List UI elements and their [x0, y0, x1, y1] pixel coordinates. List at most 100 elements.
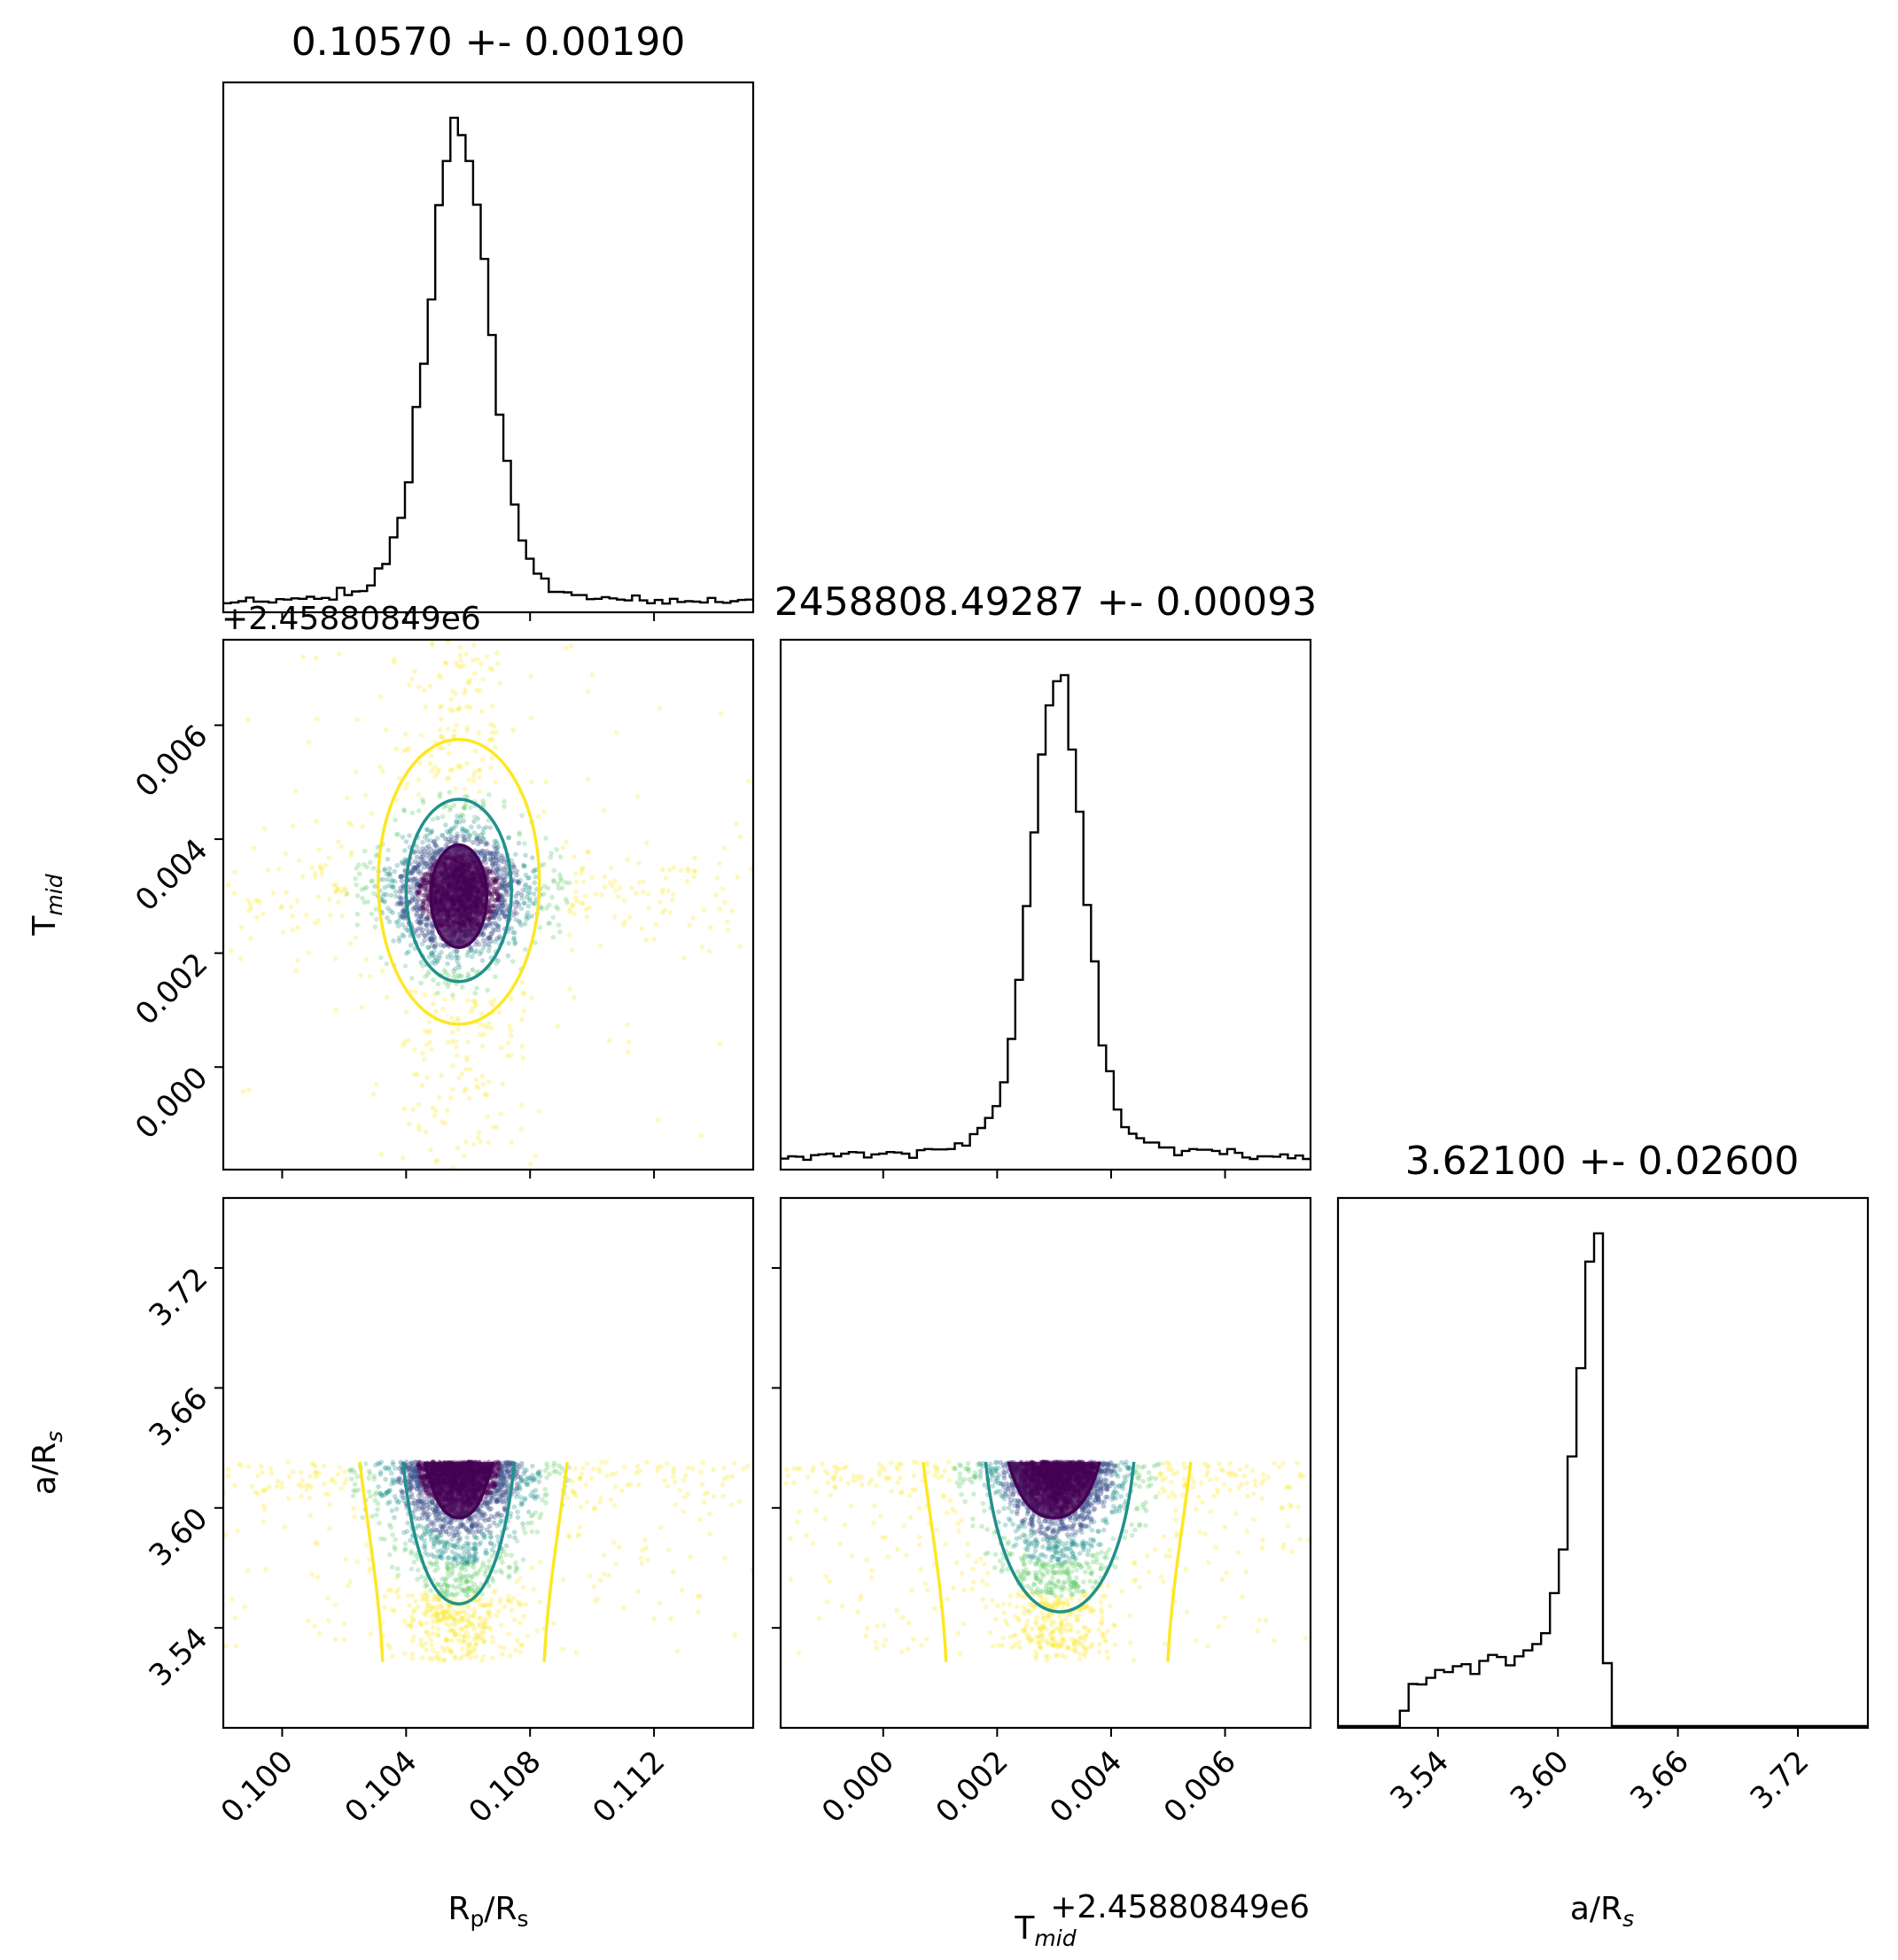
- scatter-point: [419, 882, 425, 888]
- scatter-point: [584, 1499, 590, 1505]
- scatter-point: [432, 1536, 438, 1543]
- scatter-point: [457, 814, 463, 821]
- scatter-point: [478, 1509, 484, 1514]
- scatter-point: [415, 1468, 421, 1474]
- scatter-point: [464, 1562, 470, 1567]
- scatter-point: [569, 947, 574, 953]
- scatter-point: [424, 906, 430, 912]
- scatter-point: [434, 1597, 440, 1603]
- scatter-point: [476, 836, 482, 842]
- scatter-point: [454, 954, 459, 961]
- scatter-point: [369, 878, 375, 883]
- scatter-point: [483, 842, 488, 847]
- scatter-point: [487, 851, 493, 856]
- scatter-point: [419, 916, 424, 922]
- scatter-point: [469, 945, 474, 951]
- scatter-point: [449, 766, 455, 773]
- scatter-point: [431, 859, 436, 866]
- scatter-point: [417, 1460, 424, 1466]
- scatter-point: [341, 886, 347, 891]
- scatter-point: [404, 1528, 410, 1535]
- scatter-point: [438, 1529, 444, 1536]
- scatter-point: [496, 886, 502, 891]
- scatter-point: [472, 814, 478, 820]
- scatter-point: [419, 1465, 425, 1470]
- scatter-point: [491, 854, 496, 859]
- scatter-point: [382, 1465, 388, 1471]
- scatter-point: [387, 1499, 393, 1505]
- scatter-point: [487, 1490, 494, 1496]
- scatter-point: [497, 1600, 502, 1606]
- scatter-point: [402, 861, 408, 867]
- scatter-point: [514, 911, 519, 916]
- scatter-point: [494, 866, 500, 871]
- scatter-point: [640, 1547, 645, 1553]
- scatter-point: [526, 886, 533, 891]
- scatter-point: [390, 1606, 395, 1613]
- scatter-point: [390, 1532, 395, 1537]
- scatter-point: [416, 1516, 422, 1521]
- scatter-point: [260, 911, 266, 917]
- scatter-point: [735, 875, 740, 880]
- scatter-point: [442, 1549, 448, 1554]
- scatter-point: [414, 1486, 420, 1491]
- scatter-point: [416, 889, 421, 895]
- scatter-point: [390, 910, 396, 915]
- scatter-point: [368, 859, 373, 866]
- scatter-point: [477, 1542, 482, 1547]
- scatter-point: [425, 870, 432, 875]
- scatter-point: [455, 1541, 460, 1547]
- scatter-point: [326, 855, 332, 860]
- scatter-point: [492, 1482, 498, 1488]
- scatter-point: [494, 891, 500, 897]
- scatter-point: [479, 958, 486, 963]
- scatter-point: [503, 864, 509, 869]
- scatter-point: [625, 1022, 630, 1028]
- scatter-point: [465, 1593, 471, 1598]
- scatter-point: [419, 1597, 425, 1602]
- scatter-point: [491, 1469, 496, 1474]
- scatter-point: [446, 1554, 452, 1560]
- scatter-point: [732, 1632, 738, 1637]
- scatter-point: [424, 860, 430, 867]
- scatter-point: [373, 906, 379, 912]
- scatter-point: [424, 889, 430, 895]
- scatter-point: [433, 1593, 439, 1599]
- scatter-point: [445, 1555, 451, 1561]
- scatter-point: [565, 1495, 571, 1501]
- scatter-point: [461, 805, 467, 811]
- scatter-point: [604, 1473, 610, 1479]
- scatter-point: [585, 688, 591, 695]
- scatter-point: [356, 871, 362, 876]
- scatter-point: [494, 1488, 501, 1493]
- scatter-point: [486, 908, 493, 914]
- scatter-point: [467, 833, 472, 839]
- scatter-point: [494, 877, 499, 883]
- scatter-point: [426, 1512, 432, 1517]
- scatter-point: [471, 1533, 478, 1539]
- scatter-point: [502, 880, 509, 886]
- scatter-point: [475, 1569, 481, 1575]
- scatter-point: [472, 999, 478, 1004]
- scatter-point: [385, 1501, 391, 1506]
- scatter-point: [636, 860, 642, 867]
- scatter-point: [490, 891, 496, 897]
- scatter-point: [481, 1624, 486, 1629]
- scatter-point: [434, 1615, 440, 1621]
- scatter-point: [502, 798, 507, 805]
- scatter-point: [440, 1523, 447, 1528]
- scatter-point: [535, 1471, 541, 1476]
- scatter-point: [397, 1475, 403, 1482]
- scatter-point: [523, 852, 528, 858]
- scatter-point: [486, 1558, 492, 1564]
- scatter-point: [420, 910, 426, 915]
- scatter-point: [433, 1559, 439, 1565]
- scatter-point: [468, 948, 473, 953]
- scatter-point: [496, 1460, 502, 1466]
- scatter-point: [332, 1602, 338, 1607]
- scatter-point: [513, 917, 518, 922]
- scatter-point: [421, 883, 426, 888]
- scatter-point: [457, 664, 463, 670]
- scatter-point: [579, 867, 585, 872]
- scatter-point: [454, 838, 459, 844]
